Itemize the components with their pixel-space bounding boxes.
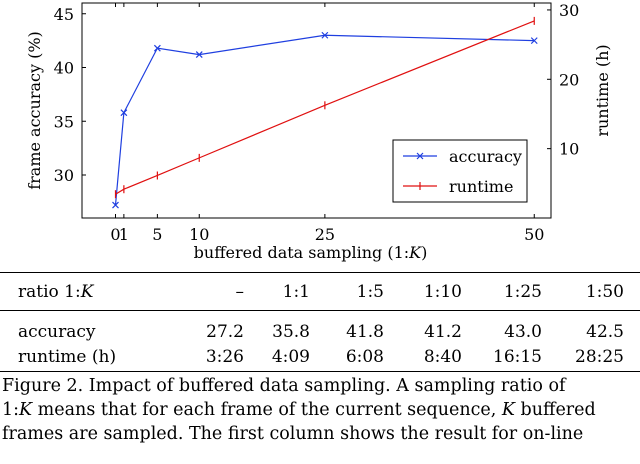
table-cell: 8:40 <box>423 347 462 367</box>
table-mid-rule <box>0 310 640 311</box>
table-row-label: runtime (h) <box>18 347 117 367</box>
table-cell: 42.5 <box>586 322 624 342</box>
plot-frame <box>81 2 552 219</box>
table-header-cell: 1:1 <box>282 282 310 302</box>
y-right-tick-label: 20 <box>559 70 579 89</box>
y-left-tick-label: 35 <box>54 112 74 131</box>
y-left-axis-label: frame accuracy (%) <box>25 31 44 190</box>
accuracy-point <box>530 37 538 45</box>
figure-caption: Figure 2. Impact of buffered data sampli… <box>2 374 638 446</box>
y-right-tick-label: 30 <box>559 1 579 20</box>
table-cell: 27.2 <box>206 322 244 342</box>
table-cell: 41.2 <box>424 322 462 342</box>
caption-line: 1:K means that for each frame of the cur… <box>2 400 596 420</box>
x-tick-label: 10 <box>189 225 209 244</box>
accuracy-point <box>195 51 203 59</box>
table-header-cell: 1:5 <box>356 282 384 302</box>
table-header-cell: – <box>235 282 245 302</box>
x-axis-label: buffered data sampling (1:K) <box>194 243 428 262</box>
table-top-rule <box>0 272 640 273</box>
caption-line: Figure 2. Impact of buffered data sampli… <box>2 376 566 396</box>
table-header-cell: 1:10 <box>423 282 462 302</box>
accuracy-point <box>112 201 119 209</box>
table-cell: 28:25 <box>575 347 624 367</box>
x-tick-label: 25 <box>315 225 335 244</box>
runtime-series-line <box>115 20 535 195</box>
x-tick-label: 50 <box>524 225 544 244</box>
accuracy-point <box>153 44 161 52</box>
legend-box <box>392 139 528 203</box>
table-cell: 4:09 <box>271 347 310 367</box>
caption-line: frames are sampled. The first column sho… <box>2 424 584 444</box>
accuracy-point <box>120 109 128 117</box>
y-right-tick-label: 10 <box>559 140 579 159</box>
table-cell: 43.0 <box>504 322 542 342</box>
x-tick-label: 5 <box>152 225 162 244</box>
y-left-tick-label: 45 <box>54 5 74 24</box>
table-header-cell: 1:50 <box>585 282 624 302</box>
table-cell: 16:15 <box>493 347 542 367</box>
y-left-tick-label: 40 <box>54 59 74 78</box>
table-header-cell: 1:25 <box>503 282 542 302</box>
x-tick-label: 0 <box>110 225 120 244</box>
table-header-label: ratio 1:K <box>18 282 94 302</box>
table-cell: 35.8 <box>272 322 310 342</box>
table-cell: 3:26 <box>205 347 244 367</box>
table-bottom-rule <box>0 371 640 372</box>
y-left-tick-label: 30 <box>54 166 74 185</box>
legend-accuracy-marker <box>416 152 424 160</box>
y-right-axis-label: runtime (h) <box>593 44 612 136</box>
table-cell: 6:08 <box>345 347 384 367</box>
accuracy-runtime-chart: 01 5 10 25 50 30 35 40 45 10 20 30 buffered data sam… <box>25 1 612 262</box>
table-row-label: accuracy <box>18 322 96 342</box>
legend-runtime-label: runtime <box>449 177 513 196</box>
x-tick-label: 1 <box>119 225 129 244</box>
accuracy-point <box>321 31 329 39</box>
table-cell: 41.8 <box>346 322 384 342</box>
legend-accuracy-label: accuracy <box>449 147 522 166</box>
accuracy-series-line <box>114 34 535 206</box>
